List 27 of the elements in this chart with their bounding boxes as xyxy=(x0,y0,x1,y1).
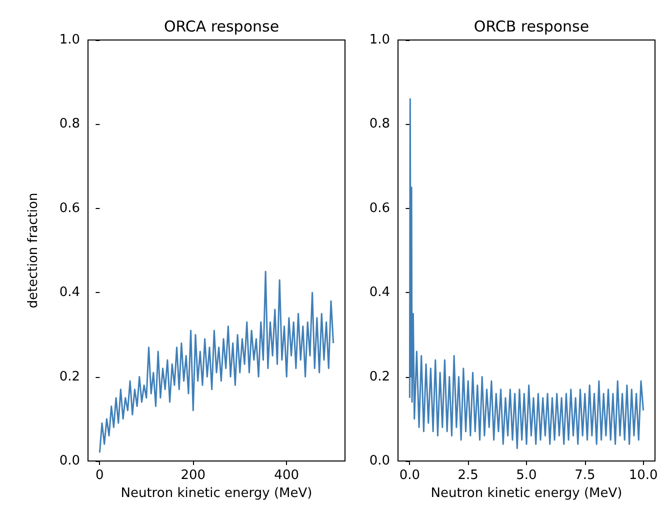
x-tick-label: 7.5 xyxy=(574,468,596,483)
x-tick-label: 10.0 xyxy=(628,468,658,483)
x-tick-label: 0.0 xyxy=(399,468,420,483)
y-axis-title: detection fraction xyxy=(26,192,41,308)
line-series xyxy=(98,270,334,454)
y-tick-label: 0.4 xyxy=(59,285,80,300)
y-tick-label: 0.6 xyxy=(369,200,390,216)
y-tick-label: 0.8 xyxy=(59,116,80,132)
line-series xyxy=(408,98,644,450)
chart-title: ORCA response xyxy=(164,18,280,36)
x-tick-label: 5.0 xyxy=(516,468,537,483)
x-axis-title: Neutron kinetic energy (MeV) xyxy=(120,486,312,501)
x-tick-label: 200 xyxy=(180,468,206,483)
y-tick-label: 1.0 xyxy=(59,32,80,48)
x-axis-title: Neutron kinetic energy (MeV) xyxy=(430,486,622,501)
y-tick-label: 1.0 xyxy=(369,32,390,48)
x-tick-label: 400 xyxy=(274,468,300,483)
y-tick-label: 0.6 xyxy=(59,200,80,216)
y-tick-label: 0.2 xyxy=(59,369,80,384)
y-tick-label: 0.8 xyxy=(369,116,390,132)
y-tick-label: 0.2 xyxy=(369,369,390,384)
x-tick-label: 2.5 xyxy=(458,468,478,483)
y-tick-label: 0.4 xyxy=(369,285,390,300)
chart-title: ORCB response xyxy=(474,18,590,36)
y-tick-label: 0.0 xyxy=(369,454,390,468)
x-tick-label: 0 xyxy=(96,468,104,483)
y-tick-label: 0.0 xyxy=(59,454,80,468)
